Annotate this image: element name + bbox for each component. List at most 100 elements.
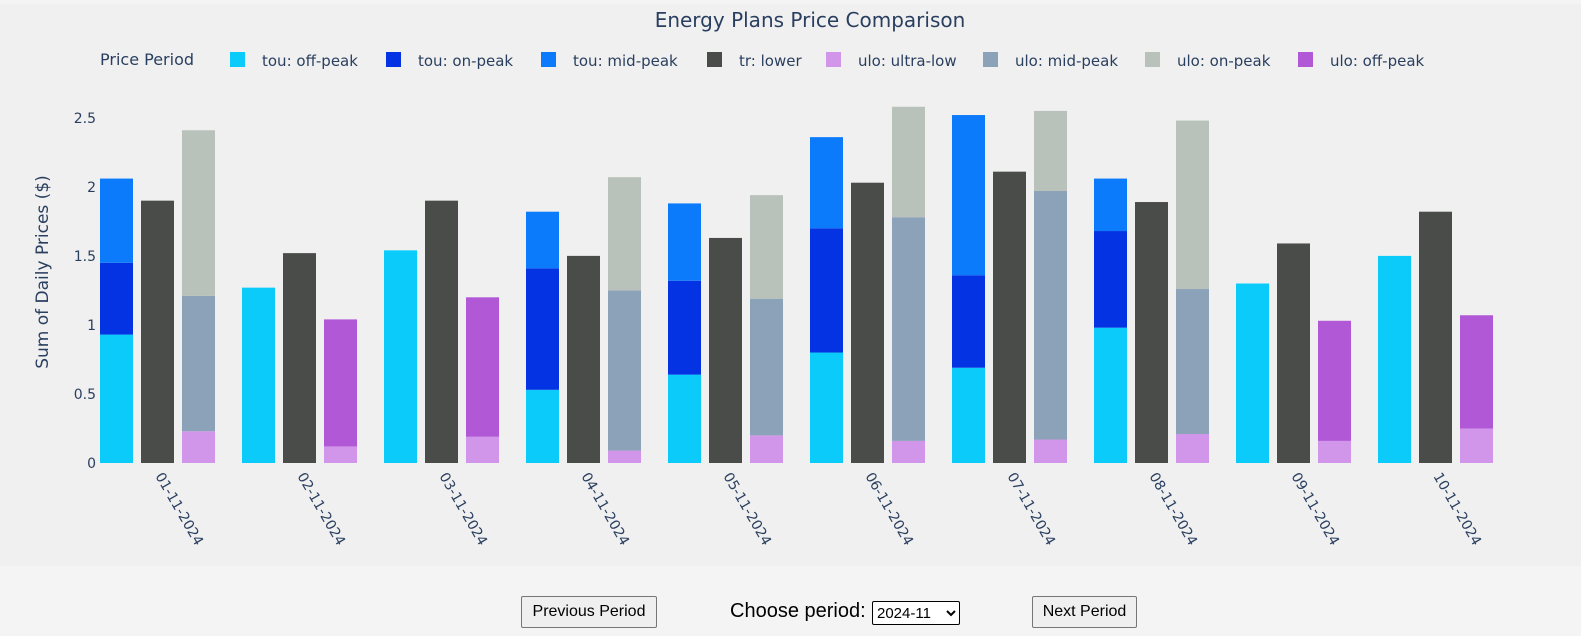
bar-segment[interactable]	[1176, 434, 1209, 463]
chart-panel: Energy Plans Price Comparison Price Peri…	[0, 4, 1581, 566]
bar-segment[interactable]	[1135, 202, 1168, 464]
bar-segment[interactable]	[182, 431, 215, 463]
bar-segment[interactable]	[182, 130, 215, 296]
bar-segment[interactable]	[709, 237, 742, 463]
bar-segment[interactable]	[1318, 440, 1351, 463]
bar-segment[interactable]	[1034, 190, 1067, 440]
legend-entry[interactable]: tou: on-peak	[418, 52, 513, 70]
bar-segment[interactable]	[526, 389, 559, 463]
bar-segment[interactable]	[851, 182, 884, 463]
legend-swatch[interactable]	[386, 52, 401, 67]
bar-segment[interactable]	[324, 319, 357, 447]
bar-segment[interactable]	[1176, 289, 1209, 435]
previous-period-button[interactable]: Previous Period	[521, 596, 657, 628]
bar-segment[interactable]	[608, 450, 641, 463]
x-tick-label: 06-11-2024	[862, 470, 917, 549]
x-tick-label: 09-11-2024	[1288, 470, 1343, 549]
y-axis-title: Sum of Daily Prices ($)	[33, 175, 53, 369]
bar-segment[interactable]	[324, 446, 357, 463]
x-tick-label: 03-11-2024	[436, 470, 491, 549]
bar-segment[interactable]	[466, 436, 499, 463]
bar-segment[interactable]	[668, 374, 701, 463]
bar-segment[interactable]	[1419, 211, 1452, 463]
period-select[interactable]: 2024-11	[872, 601, 960, 625]
bar-segment[interactable]	[952, 275, 985, 368]
x-tick-label: 08-11-2024	[1146, 470, 1201, 549]
bar-segment[interactable]	[810, 137, 843, 229]
bar-segment[interactable]	[993, 171, 1026, 463]
legend-entry[interactable]: tou: mid-peak	[573, 52, 678, 70]
bar-segment[interactable]	[892, 217, 925, 441]
x-tick-label: 02-11-2024	[294, 470, 349, 549]
bar-segment[interactable]	[242, 287, 275, 463]
legend-entry[interactable]: ulo: ultra-low	[858, 52, 957, 70]
bar-segment[interactable]	[750, 435, 783, 463]
legend-swatch[interactable]	[1145, 52, 1160, 67]
bar-segment[interactable]	[892, 440, 925, 463]
bar-segment[interactable]	[892, 106, 925, 218]
legend-swatch[interactable]	[707, 52, 722, 67]
y-tick-label: 2	[87, 180, 96, 196]
bar-segment[interactable]	[526, 268, 559, 390]
bars	[100, 106, 1493, 464]
bar-segment[interactable]	[750, 298, 783, 436]
bar-segment[interactable]	[1460, 428, 1493, 463]
bar-segment[interactable]	[668, 280, 701, 375]
bar-segment[interactable]	[100, 262, 133, 335]
legend-swatch[interactable]	[230, 52, 245, 67]
y-tick-label: 1	[87, 318, 96, 334]
bar-segment[interactable]	[750, 195, 783, 299]
bar-segment[interactable]	[1034, 110, 1067, 191]
legend-entry[interactable]: tr: lower	[739, 52, 802, 70]
legend-entry[interactable]: tou: off-peak	[262, 52, 358, 70]
bar-segment[interactable]	[1277, 243, 1310, 463]
bar-segment[interactable]	[100, 334, 133, 463]
bar-segment[interactable]	[1034, 439, 1067, 463]
bar-segment[interactable]	[1094, 327, 1127, 463]
bar-segment[interactable]	[283, 253, 316, 463]
bar-segment[interactable]	[384, 250, 417, 463]
bar-segment[interactable]	[1094, 231, 1127, 328]
y-tick-label: 0.5	[74, 387, 96, 403]
next-period-button[interactable]: Next Period	[1032, 596, 1137, 628]
bar-segment[interactable]	[1094, 178, 1127, 232]
bar-segment[interactable]	[952, 115, 985, 276]
bar-segment[interactable]	[526, 211, 559, 269]
legend-entry[interactable]: ulo: off-peak	[1330, 52, 1425, 70]
legend: tou: off-peak tou: on-peak tou: mid-peak tr…	[230, 52, 1425, 70]
x-tick-label: 01-11-2024	[152, 470, 207, 549]
bar-segment[interactable]	[1318, 320, 1351, 441]
legend-swatch[interactable]	[541, 52, 556, 67]
bar-segment[interactable]	[182, 295, 215, 432]
choose-period-label: Choose period:	[730, 600, 866, 622]
bar-segment[interactable]	[1460, 315, 1493, 429]
bar-segment[interactable]	[425, 200, 458, 463]
x-tick-label: 04-11-2024	[578, 470, 633, 549]
x-tick-label: 05-11-2024	[720, 470, 775, 549]
bar-segment[interactable]	[1378, 255, 1411, 463]
bar-segment[interactable]	[810, 228, 843, 353]
bar-segment[interactable]	[466, 297, 499, 437]
legend-entry[interactable]: ulo: mid-peak	[1015, 52, 1118, 70]
bar-segment[interactable]	[952, 367, 985, 463]
legend-swatch[interactable]	[983, 52, 998, 67]
bar-segment[interactable]	[1176, 120, 1209, 290]
x-tick-label: 10-11-2024	[1430, 470, 1485, 549]
legend-swatch[interactable]	[826, 52, 841, 67]
bar-segment[interactable]	[1236, 283, 1269, 464]
x-axis-ticks: 01-11-2024 02-11-2024 03-11-2024 04-11-2024…	[152, 470, 1485, 549]
x-tick-label: 07-11-2024	[1004, 470, 1059, 549]
bar-segment[interactable]	[608, 177, 641, 291]
bar-segment[interactable]	[668, 203, 701, 281]
bar-segment[interactable]	[141, 200, 174, 463]
bar-segment[interactable]	[100, 178, 133, 263]
bar-segment[interactable]	[810, 352, 843, 463]
y-tick-label: 0	[87, 456, 96, 472]
bar-segment[interactable]	[567, 255, 600, 463]
chart-title: Energy Plans Price Comparison	[655, 8, 966, 32]
y-tick-label: 2.5	[74, 111, 96, 127]
y-tick-label: 1.5	[74, 249, 96, 265]
legend-swatch[interactable]	[1298, 52, 1313, 67]
legend-entry[interactable]: ulo: on-peak	[1177, 52, 1271, 70]
bar-segment[interactable]	[608, 290, 641, 451]
